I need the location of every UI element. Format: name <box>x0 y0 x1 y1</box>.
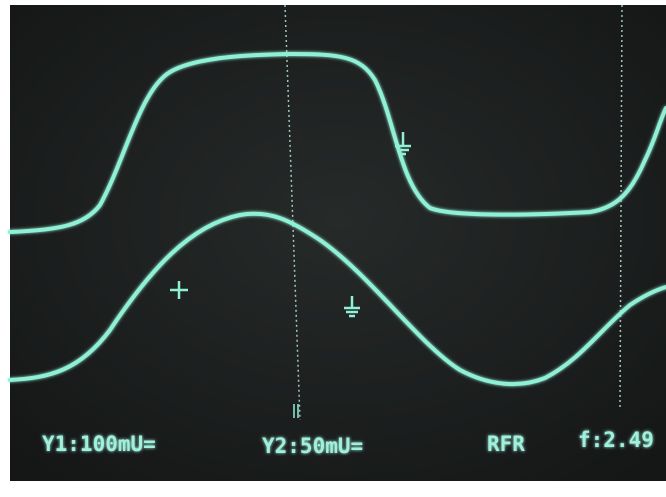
ground-marker <box>344 296 360 318</box>
frequency-readout: f:2.49 <box>578 428 654 452</box>
cursor-line <box>284 4 301 421</box>
channel-2-readout: Y2:50mU= <box>262 434 363 458</box>
marker-cross <box>170 281 188 299</box>
mode-readout: RFR <box>487 432 525 456</box>
trace-2 <box>8 211 666 387</box>
trace-1 <box>8 51 666 234</box>
channel-1-readout: Y1:100mU= <box>42 432 156 456</box>
trigger-mark <box>293 404 299 418</box>
ground-marker <box>395 132 411 156</box>
screen <box>10 5 666 481</box>
